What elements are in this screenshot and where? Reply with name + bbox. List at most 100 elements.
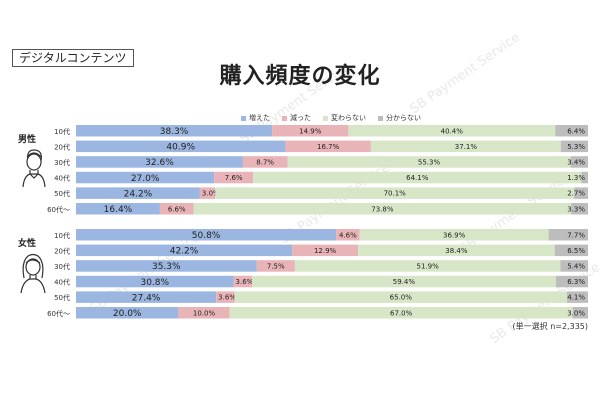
- legend-label: 増えた: [249, 114, 270, 122]
- row-label: 60代〜: [47, 309, 70, 318]
- data-label: 3.0%: [567, 309, 585, 317]
- data-label: 3.6%: [236, 278, 254, 286]
- data-label: 6.5%: [567, 247, 585, 255]
- data-label: 35.3%: [152, 262, 181, 272]
- bar-segment: [159, 203, 194, 215]
- bar-segment: [76, 156, 243, 168]
- data-label: 64.1%: [406, 174, 429, 182]
- data-label: 6.6%: [168, 205, 186, 213]
- bar-segment: [76, 260, 257, 272]
- data-label: 2.7%: [567, 190, 585, 198]
- bar-segment: [193, 203, 572, 215]
- data-label: 37.1%: [455, 143, 478, 151]
- bar-segment: [294, 260, 561, 272]
- bar-segment: [336, 229, 360, 241]
- bar-segment: [570, 156, 588, 168]
- bar-segment: [199, 187, 216, 199]
- bar-segment: [348, 125, 556, 137]
- bar-segment: [242, 156, 288, 168]
- data-label: 4.6%: [339, 231, 357, 239]
- category-badge: デジタルコンテンツ: [12, 49, 134, 67]
- data-label: 30.8%: [140, 278, 169, 288]
- bar-segment: [370, 140, 561, 153]
- bar-segment: [548, 229, 588, 241]
- bar-segment: [233, 275, 252, 288]
- data-label: 55.3%: [418, 158, 441, 166]
- data-label: 3.4%: [567, 158, 585, 166]
- data-label: 40.4%: [441, 127, 464, 135]
- chart-title: 購入頻度の変化: [219, 64, 381, 89]
- bar-segment: [216, 291, 235, 303]
- bar-segment: [76, 275, 234, 288]
- legend: 増えた 減った 変わらない 分からない: [241, 112, 433, 124]
- data-label: 38.4%: [445, 247, 468, 255]
- bar-segment: [581, 171, 588, 184]
- bar-segment: [272, 125, 349, 137]
- bar-segment: [256, 260, 295, 272]
- legend-item: 変わらない: [323, 113, 366, 123]
- row-label: 10代: [54, 127, 70, 136]
- bar-segment: [555, 125, 588, 137]
- data-label: 59.4%: [393, 278, 416, 286]
- data-label: 42.2%: [170, 247, 199, 257]
- data-label: 5.4%: [567, 262, 585, 270]
- data-label: 27.4%: [132, 293, 161, 303]
- row-label: 30代: [54, 262, 70, 271]
- bar-segment: [76, 244, 293, 257]
- data-label: 3.3%: [567, 205, 585, 213]
- legend-swatch: [241, 115, 246, 121]
- row-label: 20代: [54, 246, 70, 255]
- bar-segment: [571, 203, 588, 215]
- row-label: 20代: [54, 142, 70, 151]
- sample-note: (単一選択 n=2,335): [512, 322, 588, 331]
- data-label: 7.6%: [225, 174, 243, 182]
- bar-segment: [214, 171, 254, 184]
- data-label: 8.7%: [256, 158, 274, 166]
- bar-segment: [567, 291, 588, 303]
- data-label: 38.3%: [160, 127, 189, 137]
- woman-icon: [20, 253, 46, 294]
- data-label: 67.0%: [390, 309, 413, 317]
- data-label: 10.0%: [193, 309, 216, 317]
- data-label: 6.4%: [567, 127, 585, 135]
- data-label: 16.4%: [104, 205, 133, 215]
- data-label: 32.6%: [145, 158, 174, 168]
- legend-label: 分からない: [386, 114, 421, 122]
- data-label: 14.9%: [299, 127, 322, 135]
- bar-segment: [76, 187, 200, 199]
- data-label: 6.3%: [567, 278, 585, 286]
- bar-segment: [285, 140, 371, 153]
- bar-segment: [359, 229, 549, 241]
- bar-segment: [178, 307, 230, 319]
- data-label: 51.9%: [417, 262, 440, 270]
- data-label: 50.8%: [192, 231, 221, 241]
- bar-segment: [76, 171, 215, 184]
- data-label: 65.0%: [390, 294, 413, 302]
- bar-segment: [253, 171, 582, 184]
- bar-segment: [555, 275, 588, 288]
- data-label: 36.9%: [443, 231, 466, 239]
- data-label: 27.0%: [131, 174, 160, 184]
- data-label: 20.0%: [113, 309, 142, 319]
- bar-segment: [76, 307, 179, 319]
- data-label: 40.9%: [166, 143, 195, 153]
- legend-item: 増えた: [241, 113, 270, 123]
- legend-swatch: [378, 115, 383, 121]
- bar-segment: [572, 307, 588, 319]
- data-label: 5.3%: [567, 143, 585, 151]
- bar-segment: [292, 244, 359, 257]
- legend-swatch: [323, 115, 328, 121]
- row-label: 50代: [54, 189, 70, 198]
- data-label: 3.0%: [202, 190, 220, 198]
- legend-swatch: [282, 115, 287, 121]
- row-label: 50代: [54, 293, 70, 302]
- row-label: 10代: [54, 231, 70, 240]
- row-label: 40代: [54, 174, 70, 183]
- bar-segment: [76, 125, 273, 137]
- bar-segment: [574, 187, 588, 199]
- bar-segment: [215, 187, 575, 199]
- group-label-female: 女性: [18, 239, 37, 249]
- group-label-male: 男性: [18, 135, 37, 145]
- data-label: 7.5%: [267, 262, 285, 270]
